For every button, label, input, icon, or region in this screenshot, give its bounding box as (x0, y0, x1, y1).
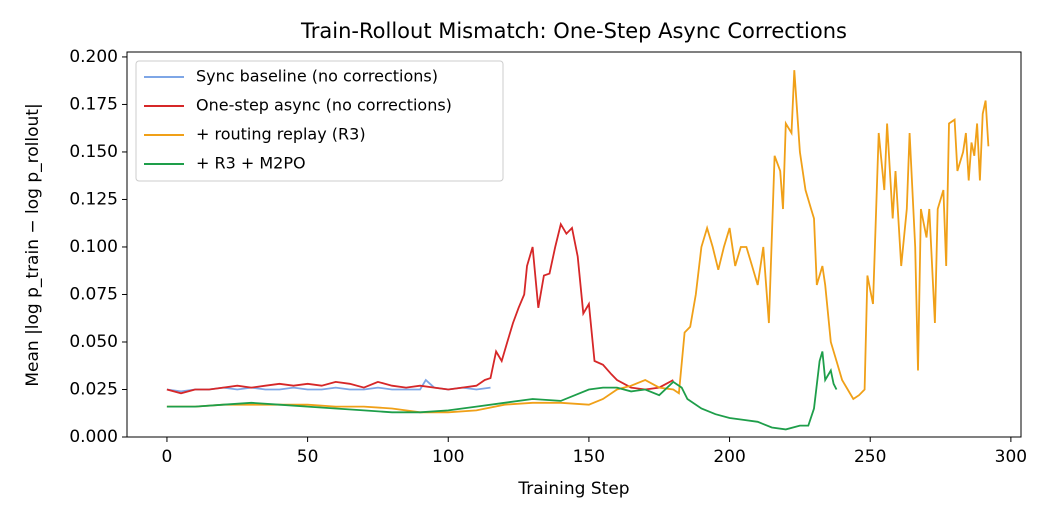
plot-frame (126, 51, 1022, 438)
series-line (166, 70, 990, 414)
y-tick-label: 0.175 (69, 94, 118, 114)
series-line (166, 221, 674, 395)
x-tick-label: 100 (432, 447, 464, 467)
chart-title: Train-Rollout Mismatch: One-Step Async C… (300, 19, 847, 43)
series-line (166, 378, 491, 393)
x-tick-label: 250 (854, 447, 886, 467)
series-line (166, 351, 838, 431)
y-tick-label: 0.000 (69, 427, 118, 447)
x-axis-label: Training Step (517, 479, 629, 499)
y-tick-label: 0.075 (69, 284, 118, 304)
legend-label: + routing replay (R3) (196, 125, 366, 144)
legend-label: One-step async (no corrections) (196, 96, 452, 115)
x-tick-label: 200 (713, 447, 745, 467)
legend-label: Sync baseline (no corrections) (196, 67, 438, 86)
x-tick-label: 150 (573, 447, 605, 467)
x-tick-label: 0 (162, 447, 173, 467)
y-tick-label: 0.150 (69, 142, 118, 162)
x-tick-label: 50 (297, 447, 319, 467)
legend-label: + R3 + M2PO (196, 154, 306, 173)
legend-box (135, 60, 504, 182)
y-tick-label: 0.025 (69, 379, 118, 399)
x-tick-label: 300 (995, 447, 1027, 467)
y-tick-label: 0.200 (69, 47, 118, 67)
y-tick-label: 0.100 (69, 237, 118, 257)
y-tick-label: 0.050 (69, 332, 118, 352)
y-axis-label: Mean |log p_train − log p_rollout| (23, 103, 43, 386)
y-tick-label: 0.125 (69, 189, 118, 209)
